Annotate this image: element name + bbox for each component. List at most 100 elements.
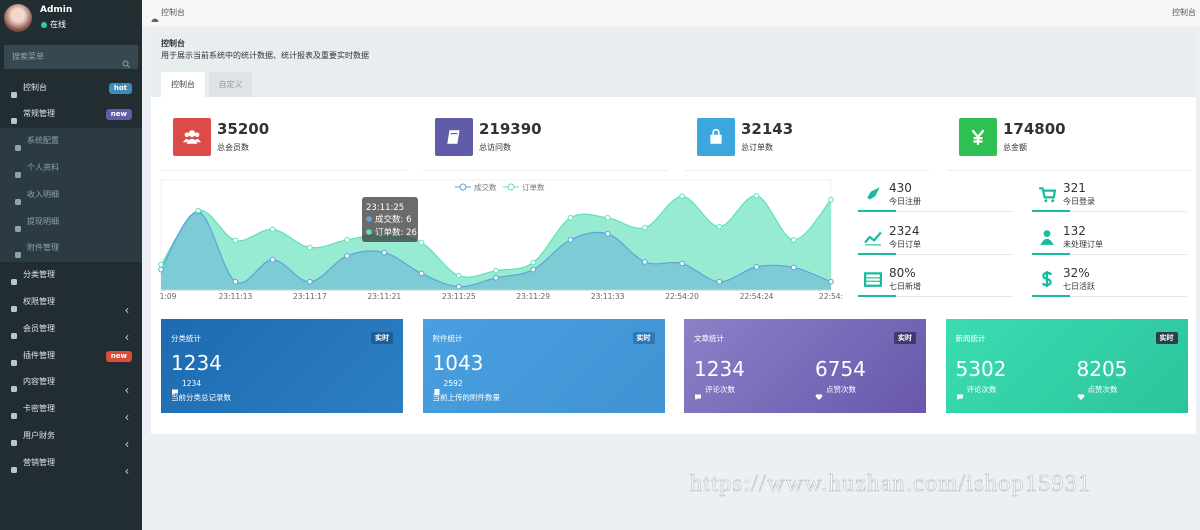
mini-value: 430 bbox=[889, 181, 912, 195]
card-value: 1043 bbox=[432, 351, 484, 375]
menu-badge: new bbox=[105, 109, 132, 121]
menu-item[interactable]: 控制台 hot bbox=[0, 75, 142, 102]
icon-shape bbox=[11, 386, 17, 393]
icon bbox=[14, 191, 22, 205]
stat-icon bbox=[173, 118, 211, 156]
icon-shape bbox=[1041, 271, 1053, 287]
stat-value: 174800 bbox=[1003, 120, 1066, 138]
submenu-item[interactable]: 系统配置 bbox=[0, 128, 142, 155]
card-title: 附件统计 bbox=[432, 334, 463, 343]
card-badge: 实时 bbox=[632, 332, 655, 344]
menu-label: 附件管理 bbox=[27, 243, 59, 253]
stat-icon bbox=[697, 118, 735, 156]
stat-box: 174800 总金额 bbox=[947, 112, 1192, 171]
icon bbox=[969, 128, 987, 146]
stat-value: 219390 bbox=[479, 120, 542, 138]
stat-value: 32143 bbox=[741, 120, 794, 138]
mini-stat: 321 今日登录 bbox=[1032, 180, 1187, 213]
icon-shape bbox=[710, 128, 722, 144]
tab[interactable]: 控制台 bbox=[161, 72, 205, 97]
card-desc: 当前分类总记录数 bbox=[171, 393, 231, 402]
menu-item[interactable]: 分类管理 bbox=[0, 262, 142, 289]
icon bbox=[1038, 270, 1056, 288]
mini-value: 32% bbox=[1063, 266, 1090, 280]
chevron bbox=[124, 460, 130, 474]
icon-shape bbox=[11, 466, 17, 473]
icon-shape bbox=[956, 394, 963, 400]
icon bbox=[171, 381, 179, 395]
mini-stat: 2324 今日订单 bbox=[858, 223, 1013, 256]
chevron bbox=[124, 299, 130, 314]
mini-value: 2324 bbox=[889, 223, 920, 238]
submenu-item[interactable]: 提现明细 bbox=[0, 208, 142, 236]
chevron bbox=[124, 433, 130, 448]
mini-underline bbox=[1032, 211, 1187, 212]
mini-label: 七日新增 bbox=[889, 282, 921, 291]
mini-accent bbox=[1032, 210, 1070, 212]
menu-item[interactable]: 营销管理 bbox=[0, 450, 142, 477]
menu-label: 分类管理 bbox=[23, 270, 55, 280]
card-value: 5302 bbox=[955, 357, 1007, 381]
mini-underline bbox=[858, 296, 1013, 297]
menu-item[interactable]: 常规管理 new bbox=[0, 101, 142, 128]
menu-item[interactable]: 权限管理 bbox=[0, 289, 142, 316]
panel-heading bbox=[151, 29, 1196, 97]
icon-shape bbox=[15, 198, 21, 205]
card-sub: 2592 bbox=[443, 379, 463, 388]
stat-box: 32143 总订单数 bbox=[685, 112, 930, 171]
submenu-item[interactable]: 附件管理 bbox=[0, 235, 142, 263]
icon-shape bbox=[1040, 229, 1054, 245]
icon bbox=[14, 137, 22, 152]
icon-shape bbox=[864, 231, 882, 245]
icon bbox=[1038, 185, 1057, 203]
icon bbox=[1077, 386, 1085, 400]
icon-shape bbox=[125, 468, 129, 474]
mini-stat: 32% 七日活跃 bbox=[1032, 265, 1187, 298]
icon-shape bbox=[11, 91, 17, 98]
icon-shape bbox=[11, 332, 17, 339]
menu-item[interactable]: 内容管理 bbox=[0, 369, 142, 396]
search-box[interactable]: 搜索菜单 bbox=[4, 45, 138, 69]
icon bbox=[694, 386, 702, 400]
icon bbox=[1038, 228, 1056, 246]
icon-shape bbox=[1039, 187, 1057, 203]
menu-badge: hot bbox=[108, 82, 132, 94]
icon bbox=[10, 271, 18, 286]
menu-item[interactable]: 会员管理 bbox=[0, 316, 142, 343]
card-badge: 实时 bbox=[894, 332, 916, 344]
stat-card: 文章统计 实时 1234 评论次数 6754 点赞次数 bbox=[684, 319, 926, 413]
menu-item[interactable]: 用户财务 bbox=[0, 423, 142, 450]
icon-shape bbox=[11, 279, 17, 286]
menu-label: 常规管理 bbox=[23, 109, 55, 119]
card-badge: 实时 bbox=[371, 332, 393, 344]
icon bbox=[151, 9, 159, 22]
stat-icon bbox=[959, 118, 997, 156]
icon-shape bbox=[183, 130, 201, 144]
submenu-item[interactable]: 收入明细 bbox=[0, 181, 142, 209]
chevron bbox=[124, 379, 130, 394]
menu-label: 营销管理 bbox=[23, 457, 55, 467]
icon-shape bbox=[125, 334, 129, 340]
chevron bbox=[124, 406, 130, 421]
card-value: 6754 bbox=[815, 357, 866, 381]
chevron bbox=[124, 326, 130, 340]
icon bbox=[10, 325, 18, 339]
icon-shape bbox=[15, 172, 21, 178]
stat-label: 总会员数 bbox=[217, 143, 249, 152]
card-value: 1234 bbox=[171, 351, 222, 375]
menu-label: 插件管理 bbox=[23, 350, 55, 360]
mini-label: 今日注册 bbox=[889, 197, 921, 206]
icon bbox=[14, 244, 22, 259]
menu-item[interactable]: 插件管理 new bbox=[0, 343, 142, 370]
menu-label: 控制台 bbox=[23, 82, 47, 92]
submenu-item[interactable]: 个人资料 bbox=[0, 155, 142, 182]
icon-shape bbox=[695, 394, 701, 400]
status-dot bbox=[41, 22, 47, 28]
tab[interactable]: 自定义 bbox=[209, 72, 252, 97]
search-placeholder: 搜索菜单 bbox=[12, 52, 44, 61]
icon-shape bbox=[125, 307, 129, 314]
tab-label: 自定义 bbox=[218, 80, 243, 89]
stat-label: 总访问数 bbox=[479, 143, 511, 152]
menu-item[interactable]: 卡密管理 bbox=[0, 396, 142, 423]
icon bbox=[10, 352, 18, 366]
